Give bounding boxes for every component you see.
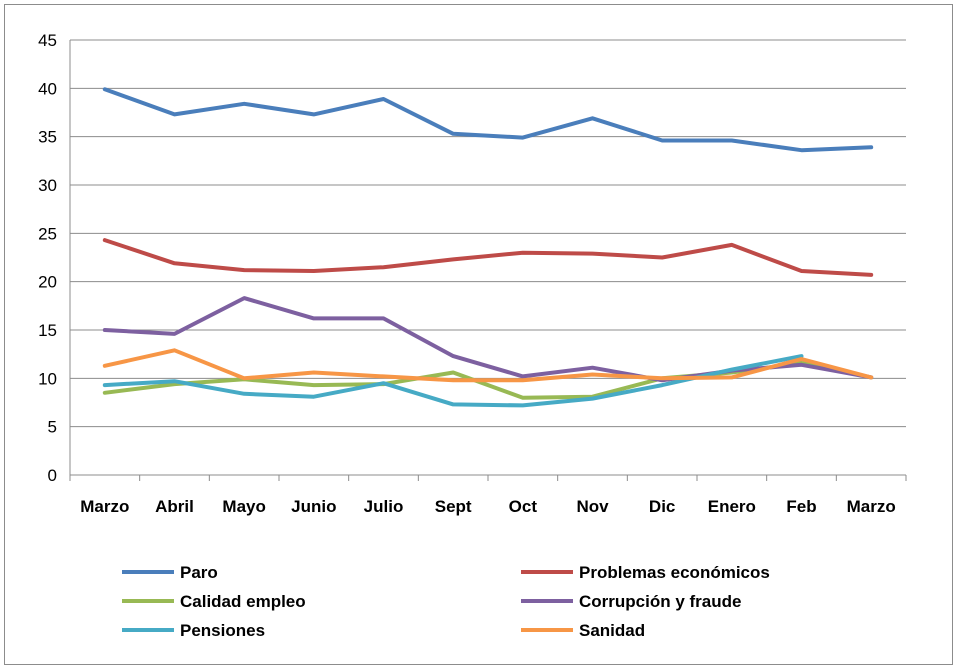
- y-tick-label: 5: [48, 418, 57, 437]
- x-tick-label: Nov: [576, 497, 609, 516]
- legend-label-problemas-economicos: Problemas económicos: [579, 563, 770, 582]
- y-tick-label: 25: [38, 224, 57, 243]
- legend-label-calidad-empleo: Calidad empleo: [180, 592, 306, 611]
- x-tick-label: Dic: [649, 497, 675, 516]
- legend-label-corrupcion-y-fraude: Corrupción y fraude: [579, 592, 741, 611]
- series-line-problemas-economicos: [105, 240, 871, 275]
- x-tick-label: Mayo: [222, 497, 265, 516]
- legend-label-sanidad: Sanidad: [579, 621, 645, 640]
- x-tick-label: Julio: [364, 497, 404, 516]
- x-tick-label: Junio: [291, 497, 336, 516]
- legend-label-paro: Paro: [180, 563, 218, 582]
- y-tick-label: 15: [38, 321, 57, 340]
- y-tick-label: 10: [38, 369, 57, 388]
- x-tick-label: Sept: [435, 497, 472, 516]
- y-tick-label: 45: [38, 31, 57, 50]
- x-tick-label: Abril: [155, 497, 194, 516]
- series-line-paro: [105, 89, 871, 150]
- x-axis: Marzo Abril Mayo Junio Julio Sept Oct Nov Dic Ene…: [70, 475, 906, 516]
- x-tick-label: Marzo: [847, 497, 896, 516]
- y-tick-label: 20: [38, 273, 57, 292]
- y-tick-label: 30: [38, 176, 57, 195]
- y-tick-label: 0: [48, 466, 57, 485]
- x-tick-label: Marzo: [80, 497, 129, 516]
- y-tick-label: 35: [38, 128, 57, 147]
- x-tick-label: Oct: [509, 497, 538, 516]
- x-tick-label: Enero: [708, 497, 756, 516]
- y-tick-label: 40: [38, 79, 57, 98]
- y-axis: 0 5 10 15 20 25 30 35 40 45: [38, 31, 57, 485]
- legend-label-pensiones: Pensiones: [180, 621, 265, 640]
- legend: Paro Problemas económicos Calidad empleo Co…: [122, 563, 770, 640]
- x-tick-label: Feb: [786, 497, 816, 516]
- gridlines: [70, 40, 906, 427]
